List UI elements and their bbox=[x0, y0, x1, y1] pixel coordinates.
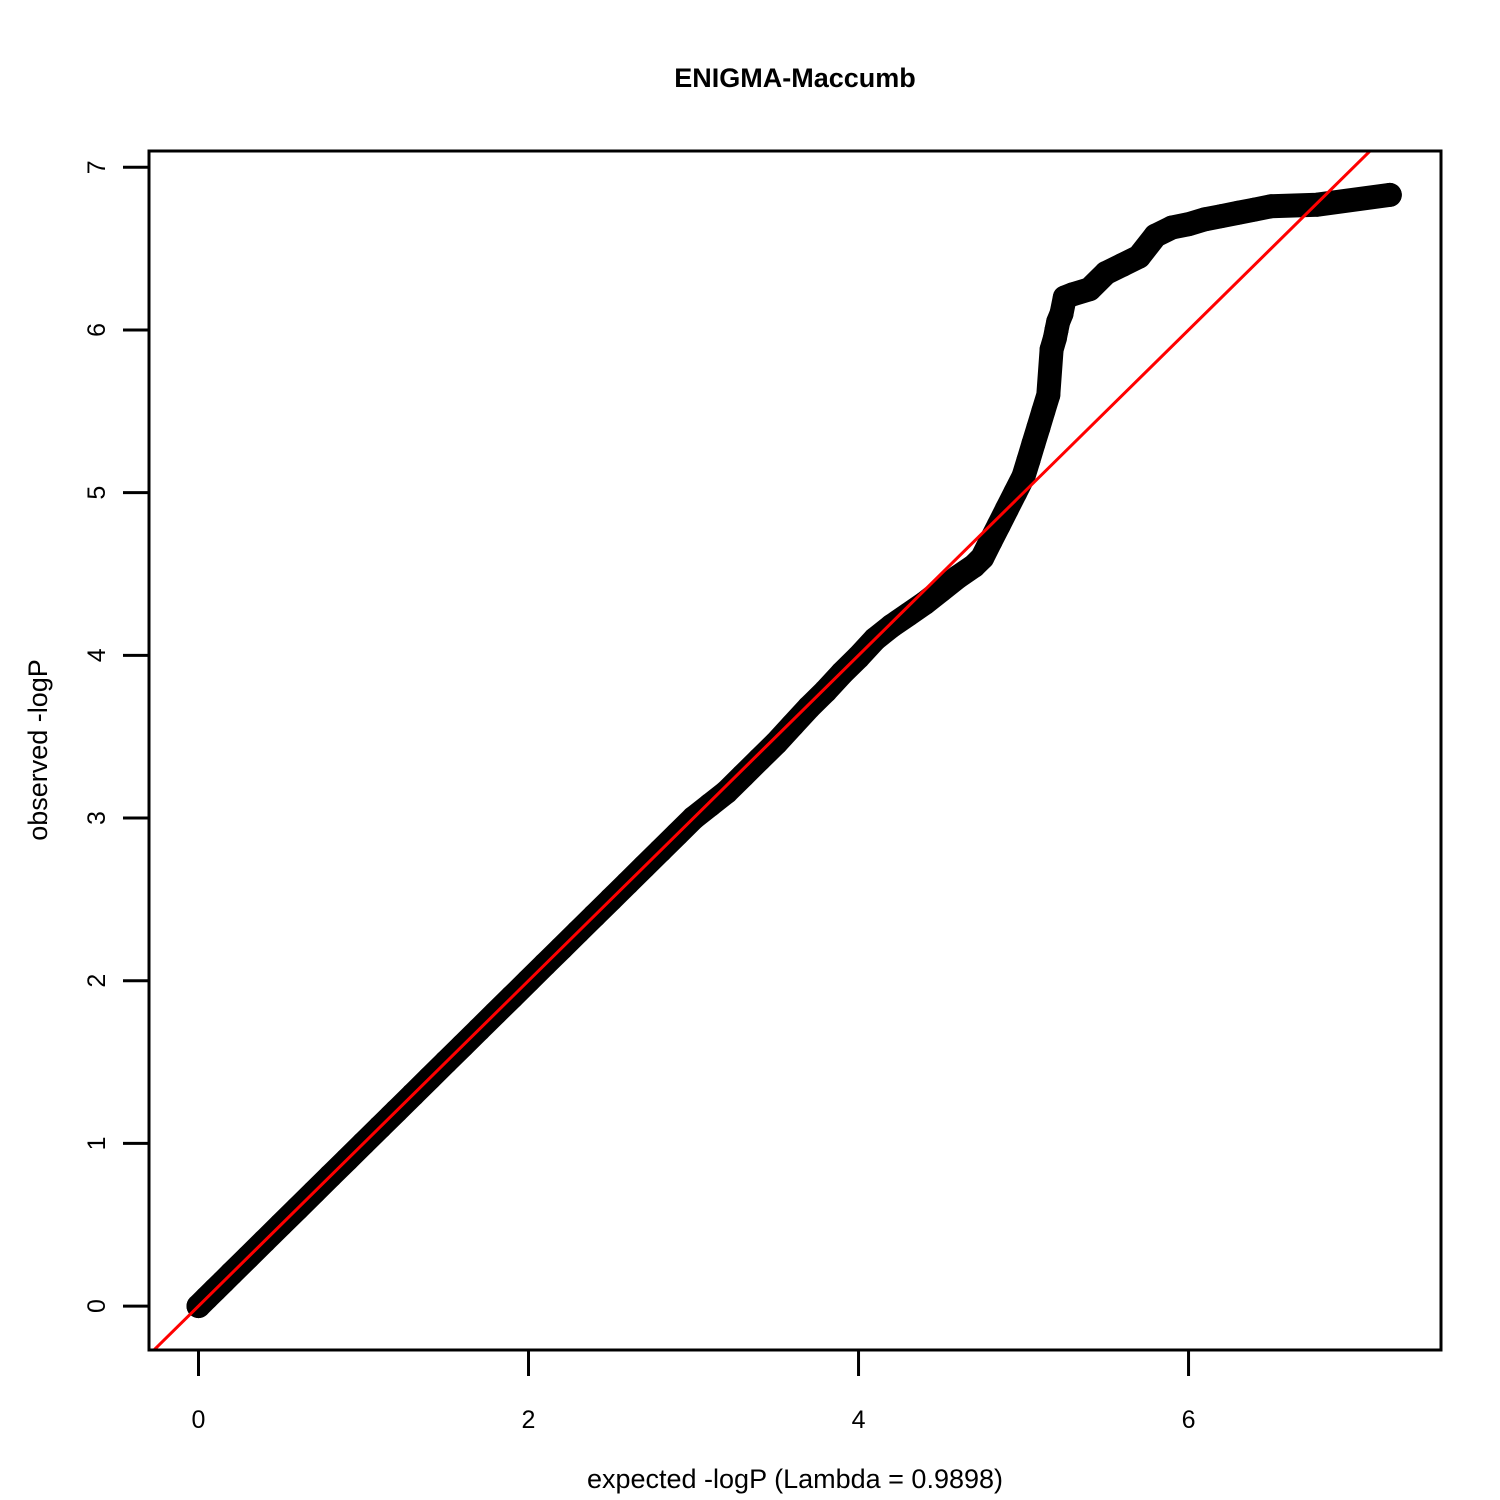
data-point bbox=[731, 763, 755, 788]
y-tick-label: 2 bbox=[83, 974, 111, 988]
chart-title: ENIGMA-Maccumb bbox=[674, 63, 916, 93]
y-tick-label: 3 bbox=[83, 811, 111, 825]
data-point bbox=[714, 780, 739, 804]
data-point bbox=[780, 713, 805, 738]
point-band bbox=[186, 182, 1402, 1319]
data-point bbox=[929, 578, 953, 603]
x-tick-label: 4 bbox=[852, 1406, 866, 1434]
data-point bbox=[1077, 277, 1102, 302]
x-axis-label: expected -logP (Lambda = 0.9898) bbox=[587, 1464, 1003, 1494]
y-tick-label: 6 bbox=[83, 323, 111, 337]
y-tick-label: 7 bbox=[83, 160, 111, 174]
x-tick-label: 2 bbox=[522, 1406, 536, 1434]
data-point bbox=[747, 747, 772, 772]
y-tick-label: 4 bbox=[83, 648, 111, 662]
data-point bbox=[1259, 194, 1283, 219]
data-point bbox=[1036, 383, 1061, 407]
data-point bbox=[813, 679, 838, 704]
y-axis-label: observed -logP bbox=[23, 659, 53, 841]
x-axis: 0 2 4 6 bbox=[192, 1348, 1196, 1434]
y-tick-label: 0 bbox=[83, 1299, 111, 1313]
data-point bbox=[1127, 244, 1151, 269]
y-tick-label: 1 bbox=[83, 1136, 111, 1150]
reference-line bbox=[151, 151, 1373, 1350]
reference-line-group bbox=[151, 151, 1373, 1350]
y-axis: 0 1 2 3 4 5 6 7 bbox=[83, 160, 151, 1313]
x-tick-label: 0 bbox=[192, 1406, 206, 1434]
data-point bbox=[1377, 182, 1402, 207]
data-point bbox=[698, 793, 722, 817]
x-tick-label: 6 bbox=[1182, 1406, 1196, 1434]
data-point bbox=[797, 695, 821, 720]
y-tick-label: 5 bbox=[83, 486, 111, 500]
data-points bbox=[186, 182, 1402, 1319]
data-point bbox=[764, 731, 788, 756]
